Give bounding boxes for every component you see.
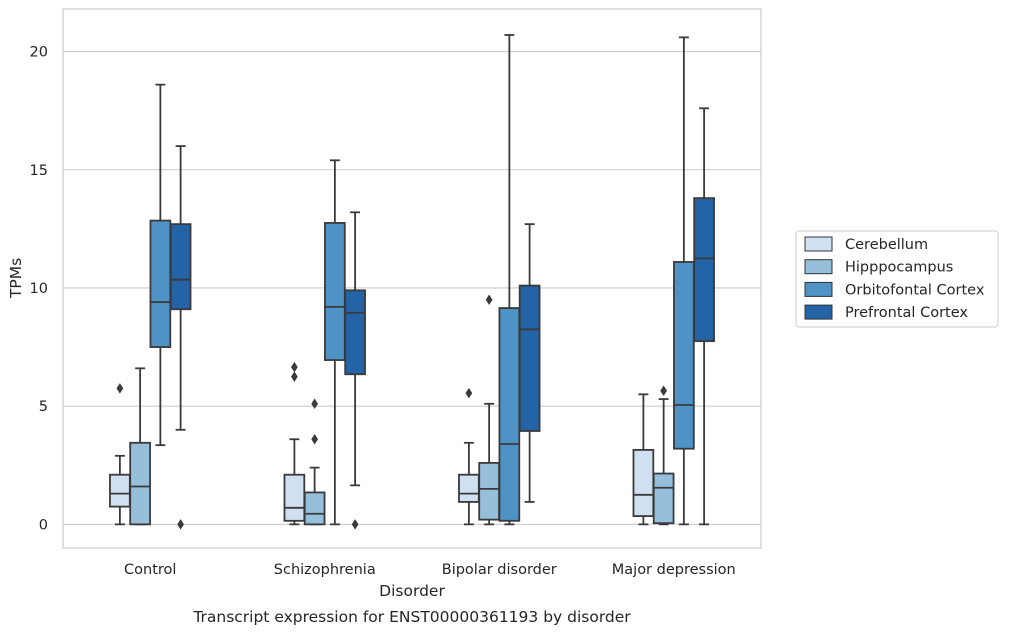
box-iqr (478, 461, 500, 521)
box-iqr (109, 473, 131, 508)
box-hipppocampus (652, 385, 675, 526)
x-axis-ticks: Control Schizophrenia Bipolar disorder Majo… (124, 562, 736, 578)
outlier-point (311, 398, 318, 410)
legend-swatch (804, 259, 833, 275)
box-iqr (129, 441, 151, 526)
x-axis-label: Disorder (379, 582, 445, 600)
box-hipppocampus (478, 294, 500, 526)
box-iqr (693, 197, 715, 343)
box-iqr (673, 261, 695, 450)
box-iqr (283, 473, 306, 522)
outlier-point (291, 361, 298, 373)
box-prefrontal-cortex (693, 107, 715, 526)
y-tick-label: 15 (30, 163, 48, 179)
x-tick-label: Schizophrenia (274, 562, 376, 578)
outlier-point (291, 371, 298, 382)
y-tick-label: 0 (39, 517, 48, 533)
box-iqr (498, 307, 521, 522)
x-tick-label: Major depression (612, 562, 736, 578)
legend-label: Hipppocampus (845, 260, 953, 276)
box-iqr (632, 448, 655, 517)
y-axis-ticks: 0 5 10 15 20 (30, 45, 48, 534)
legend-label: Orbitofontal Cortex (845, 282, 985, 298)
box-prefrontal-cortex (518, 223, 541, 503)
legend-frame (795, 230, 999, 328)
box-orbitofontal-cortex (149, 83, 172, 447)
box-cerebellum (109, 383, 131, 526)
outlier-point (485, 294, 493, 306)
outlier-point (311, 434, 318, 445)
plot-boxes (109, 34, 715, 530)
box-orbitofontal-cortex (324, 159, 346, 526)
box-iqr (324, 222, 346, 361)
y-axis-label: TPMs (7, 258, 25, 299)
outlier-point (660, 385, 667, 397)
box-iqr (169, 223, 192, 311)
legend: Cerebellum Hipppocampus Orbitofontal Corte… (795, 230, 999, 328)
box-iqr (458, 473, 480, 503)
box-hipppocampus (129, 367, 151, 526)
outlier-point (465, 387, 473, 399)
x-tick-label: Control (124, 562, 176, 578)
box-iqr (149, 219, 172, 348)
outlier-point (177, 519, 184, 530)
legend-swatch (804, 236, 833, 252)
box-prefrontal-cortex (344, 211, 366, 530)
y-tick-label: 20 (30, 45, 48, 61)
box-orbitofontal-cortex (498, 34, 521, 526)
box-iqr (344, 289, 366, 376)
outlier-point (116, 383, 124, 394)
box-iqr (518, 284, 541, 432)
legend-swatch (804, 304, 833, 320)
chart-caption: Transcript expression for ENST0000036119… (192, 608, 631, 626)
legend-label: Prefrontal Cortex (845, 305, 968, 321)
box-cerebellum (458, 387, 480, 526)
x-tick-label: Bipolar disorder (442, 562, 557, 578)
plot-frame (62, 8, 762, 549)
box-hipppocampus (303, 398, 326, 526)
legend-swatch (804, 281, 833, 297)
box-iqr (652, 472, 675, 525)
y-tick-label: 10 (30, 281, 48, 297)
box-cerebellum (283, 361, 306, 526)
box-cerebellum (632, 393, 655, 526)
legend-label: Cerebellum (845, 237, 928, 253)
box-orbitofontal-cortex (673, 36, 695, 526)
outlier-point (351, 519, 359, 530)
y-tick-label: 5 (39, 399, 48, 415)
box-iqr (303, 491, 326, 526)
box-prefrontal-cortex (169, 145, 192, 530)
